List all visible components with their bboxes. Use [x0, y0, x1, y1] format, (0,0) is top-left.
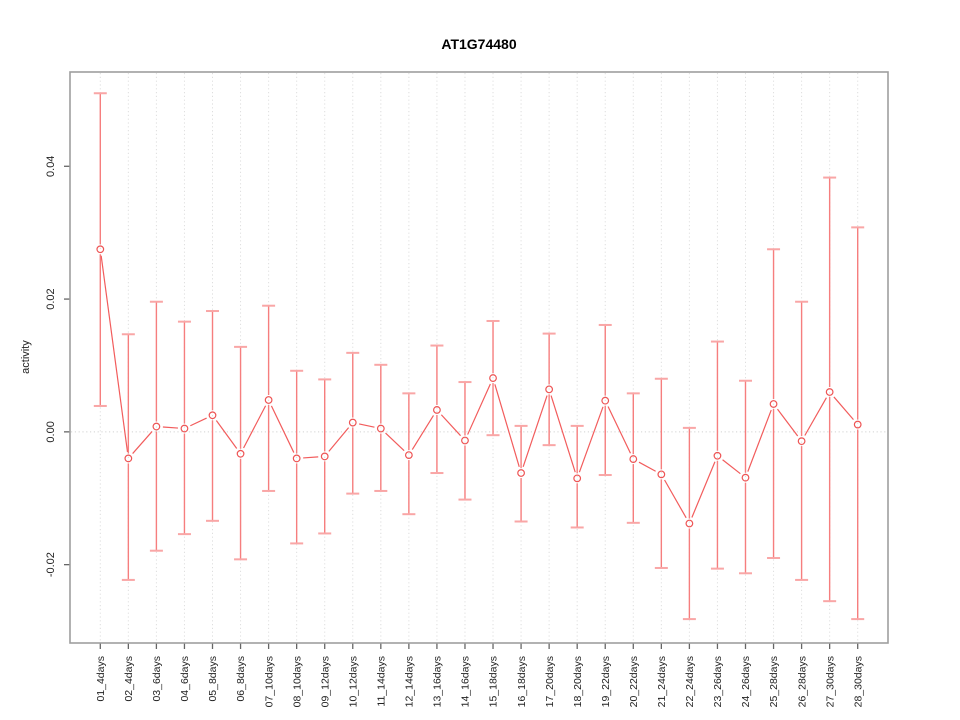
series-segment [664, 479, 687, 519]
data-point-marker [713, 451, 722, 460]
x-tick-label: 12_14days [404, 656, 416, 707]
x-tick-label: 09_12days [319, 656, 331, 707]
y-axis-title: activity [20, 340, 32, 374]
data-point-marker [264, 396, 273, 404]
series-segment [578, 406, 604, 473]
data-point-marker [433, 406, 441, 414]
series-segment [385, 432, 405, 452]
series-segment [303, 456, 319, 459]
data-point-marker [629, 455, 638, 463]
series-segment [804, 397, 827, 436]
series-segment [776, 408, 799, 437]
data-point-marker [348, 418, 357, 427]
data-point-marker [769, 400, 778, 408]
series-segment [467, 383, 491, 435]
series-segment [358, 423, 375, 428]
x-tick-label: 04_6days [179, 656, 191, 702]
series-segment [607, 406, 632, 454]
x-tick-label: 02_4days [123, 656, 135, 702]
series-segment [747, 409, 772, 472]
data-point-marker [461, 436, 469, 445]
series-segment [522, 395, 548, 468]
data-point-marker [180, 424, 189, 433]
x-tick-label: 03_6days [151, 656, 163, 702]
data-point-marker [657, 470, 666, 479]
series-segment [270, 405, 295, 453]
plot-border [69, 71, 889, 644]
x-tick-label: 26_28days [796, 656, 808, 707]
data-point-marker [517, 469, 525, 477]
y-tick-label: -0.02 [45, 552, 57, 577]
x-tick-label: 15_18days [488, 656, 500, 707]
x-tick-label: 17_20days [544, 656, 556, 707]
data-point-marker [489, 374, 497, 382]
x-tick-label: 07_10days [263, 656, 275, 707]
series-segment [215, 420, 238, 449]
series-segment [190, 417, 207, 427]
x-tick-label: 20_22days [628, 656, 640, 707]
data-point-marker [545, 385, 554, 394]
data-point-marker [797, 437, 806, 446]
y-tick-label: 0.04 [45, 156, 57, 177]
series-segment [494, 384, 520, 467]
x-tick-label: 22_24days [684, 656, 696, 707]
x-tick-label: 21_24days [656, 656, 668, 707]
series-segment [691, 461, 716, 518]
x-tick-label: 14_16days [460, 656, 472, 707]
data-point-marker [292, 454, 301, 463]
data-point-marker [741, 473, 750, 482]
x-tick-label: 27_30days [824, 656, 836, 707]
x-tick-label: 16_18days [516, 656, 528, 707]
x-tick-label: 25_28days [768, 656, 780, 707]
data-point-marker [853, 420, 862, 429]
data-point-marker [208, 411, 217, 420]
series-segment [833, 396, 854, 421]
data-point-marker [376, 424, 385, 433]
y-tick-label: 0.02 [45, 288, 57, 309]
x-tick-label: 11_14days [375, 656, 387, 707]
series-segment [132, 431, 153, 454]
x-tick-label: 18_20days [572, 656, 584, 707]
data-point-marker [685, 519, 694, 528]
x-tick-label: 23_26days [712, 656, 724, 707]
data-point-marker [601, 396, 610, 405]
x-tick-label: 06_8days [235, 656, 247, 702]
x-tick-label: 13_16days [432, 656, 444, 707]
y-tick-label: 0.00 [45, 421, 57, 442]
data-point-marker [404, 451, 413, 460]
data-point-marker [825, 388, 834, 396]
x-tick-label: 10_12days [347, 656, 359, 707]
data-point-marker [236, 449, 245, 458]
series-segment [550, 395, 576, 473]
data-point-marker [96, 245, 105, 254]
data-point-marker [573, 474, 582, 483]
x-tick-label: 28_30days [852, 656, 864, 707]
series-segment [328, 427, 350, 452]
data-point-marker [152, 422, 161, 431]
x-tick-label: 08_10days [291, 656, 303, 707]
series-segment [411, 415, 435, 450]
series-segment [440, 414, 462, 437]
data-point-marker [320, 452, 329, 461]
series-segment [162, 426, 179, 429]
x-tick-label: 01_4days [95, 656, 107, 702]
series-segment [100, 255, 129, 453]
series-segment [243, 405, 267, 449]
x-tick-label: 24_26days [740, 656, 752, 707]
series-segment [638, 461, 656, 472]
x-tick-label: 19_22days [600, 656, 612, 707]
data-point-marker [124, 454, 133, 463]
series-segment [722, 459, 741, 475]
chart-title: AT1G74480 [441, 36, 517, 52]
x-tick-label: 05_8days [207, 656, 219, 702]
